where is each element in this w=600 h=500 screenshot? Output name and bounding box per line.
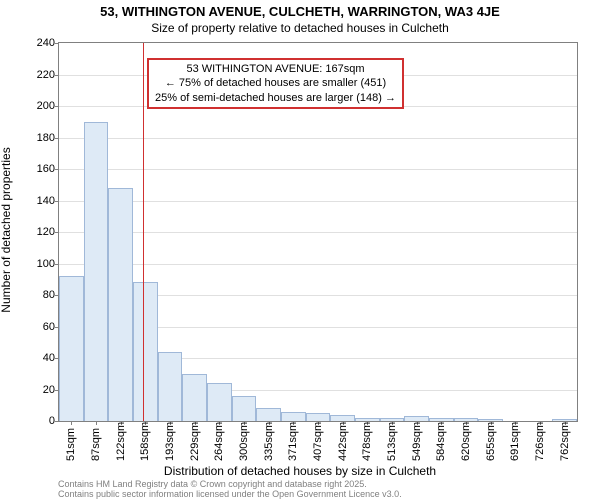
- histogram-bar: [306, 413, 331, 421]
- ytick-label: 240: [37, 37, 59, 49]
- ytick-label: 180: [37, 132, 59, 144]
- histogram-bar: [182, 374, 207, 421]
- ytick-label: 40: [43, 352, 59, 364]
- ytick-label: 160: [37, 163, 59, 175]
- y-axis-label: Number of detached properties: [0, 147, 13, 312]
- gridline: [59, 201, 577, 202]
- xtick-label: 87sqm: [90, 428, 102, 461]
- xtick-label: 300sqm: [238, 422, 250, 461]
- ytick-label: 80: [43, 289, 59, 301]
- xtick-label: 726sqm: [534, 422, 546, 461]
- xtick-label: 51sqm: [65, 428, 77, 461]
- histogram-bar: [256, 408, 281, 421]
- chart-plot-area: 02040608010012014016018020022024051sqm87…: [58, 42, 578, 422]
- ytick-label: 0: [49, 415, 59, 427]
- histogram-bar: [158, 352, 183, 421]
- gridline: [59, 232, 577, 233]
- histogram-bar: [133, 282, 158, 421]
- xtick-label: 122sqm: [115, 422, 127, 461]
- xtick-label: 264sqm: [213, 422, 225, 461]
- reference-line: [143, 43, 144, 421]
- xtick-label: 655sqm: [485, 422, 497, 461]
- histogram-bar: [108, 188, 133, 421]
- xtick-label: 584sqm: [435, 422, 447, 461]
- ytick-label: 220: [37, 69, 59, 81]
- xtick-label: 193sqm: [164, 422, 176, 461]
- annotation-line: 53 WITHINGTON AVENUE: 167sqm: [155, 62, 396, 76]
- xtick-label: 442sqm: [337, 422, 349, 461]
- annotation-box: 53 WITHINGTON AVENUE: 167sqm← 75% of det…: [147, 58, 404, 109]
- gridline: [59, 138, 577, 139]
- xtick-label: 335sqm: [263, 422, 275, 461]
- histogram-bar: [84, 122, 109, 421]
- xtick-label: 229sqm: [189, 422, 201, 461]
- xtick-label: 762sqm: [559, 422, 571, 461]
- histogram-bar: [281, 412, 306, 421]
- xtick-label: 478sqm: [361, 422, 373, 461]
- annotation-line: 25% of semi-detached houses are larger (…: [155, 91, 396, 105]
- footer-line-2: Contains public sector information licen…: [58, 490, 402, 500]
- ytick-label: 120: [37, 226, 59, 238]
- footer-attribution: Contains HM Land Registry data © Crown c…: [58, 480, 402, 500]
- gridline: [59, 169, 577, 170]
- xtick-label: 158sqm: [139, 422, 151, 461]
- chart-title-main: 53, WITHINGTON AVENUE, CULCHETH, WARRING…: [0, 0, 600, 19]
- xtick-label: 407sqm: [312, 422, 324, 461]
- ytick-label: 100: [37, 258, 59, 270]
- chart-title-sub: Size of property relative to detached ho…: [0, 19, 600, 35]
- xtick-label: 513sqm: [386, 422, 398, 461]
- xtick-mark: [96, 421, 97, 425]
- xtick-label: 691sqm: [509, 422, 521, 461]
- ytick-label: 60: [43, 321, 59, 333]
- x-axis-label: Distribution of detached houses by size …: [0, 464, 600, 478]
- xtick-mark: [71, 421, 72, 425]
- xtick-label: 371sqm: [287, 422, 299, 461]
- histogram-bar: [207, 383, 232, 421]
- xtick-label: 549sqm: [411, 422, 423, 461]
- gridline: [59, 264, 577, 265]
- histogram-bar: [59, 276, 84, 421]
- xtick-label: 620sqm: [460, 422, 472, 461]
- annotation-line: ← 75% of detached houses are smaller (45…: [155, 76, 396, 90]
- ytick-label: 20: [43, 384, 59, 396]
- ytick-label: 200: [37, 100, 59, 112]
- histogram-bar: [232, 396, 257, 421]
- ytick-label: 140: [37, 195, 59, 207]
